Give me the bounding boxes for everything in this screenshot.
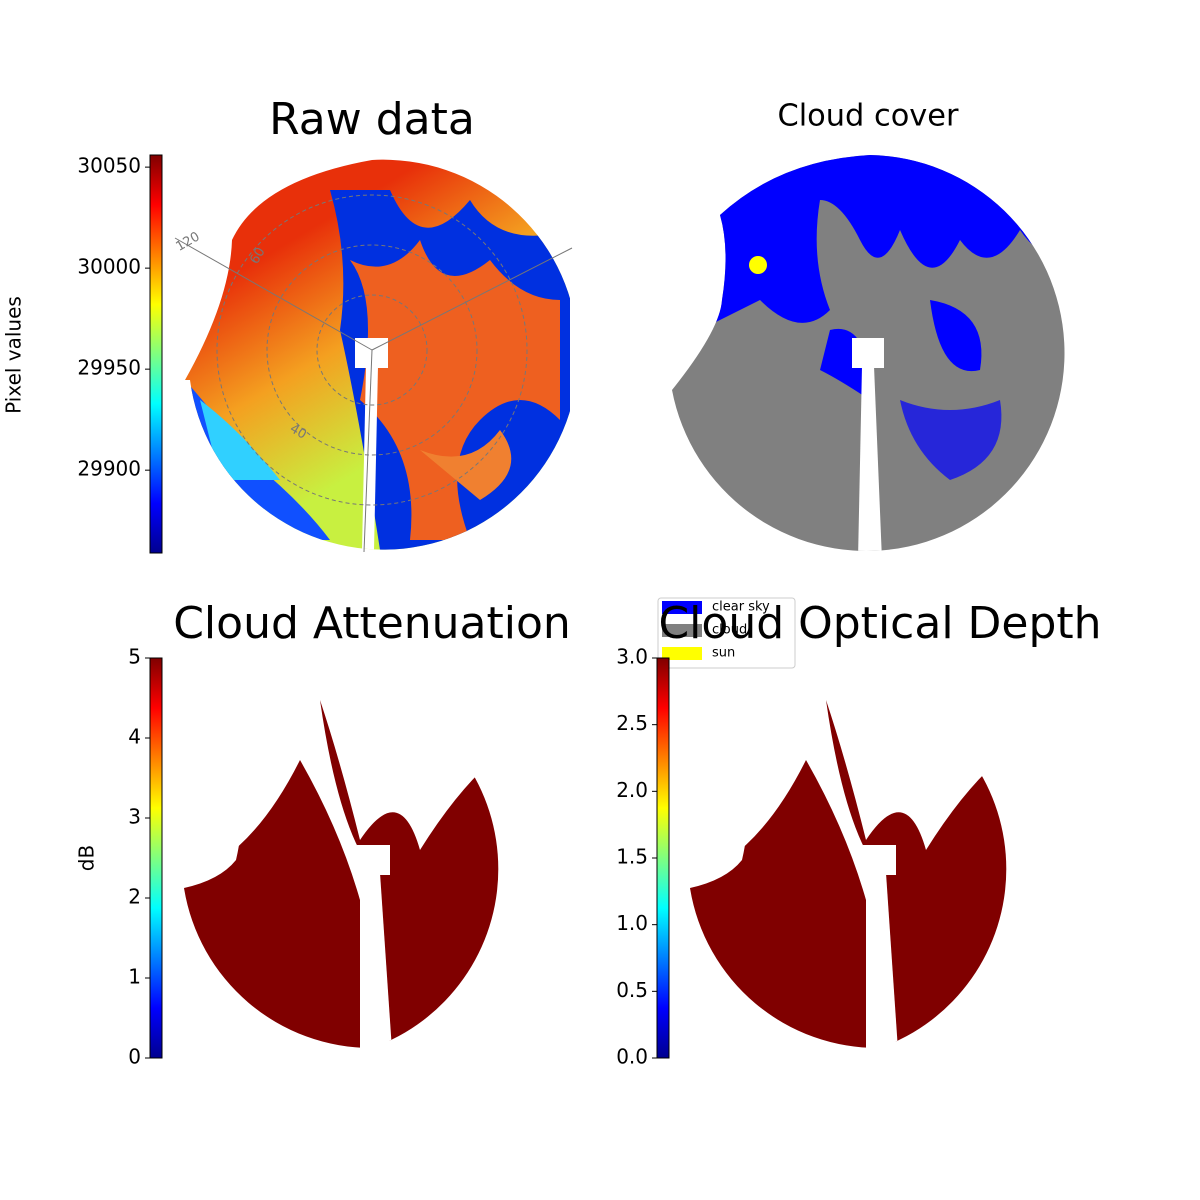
colorbar-label: dB	[75, 845, 99, 871]
panel-title: Raw data	[269, 94, 475, 145]
colorbar-tick-label: 4	[128, 725, 141, 749]
colorbar-tick-label: 0.0	[616, 1045, 648, 1069]
legend-swatch	[662, 647, 702, 660]
raw-image	[185, 159, 570, 550]
colorbar-tick-label: 0.5	[616, 978, 648, 1002]
colorbar	[149, 154, 163, 554]
attenuation-image	[184, 700, 499, 1049]
colorbar-tick-label: 1.5	[616, 845, 648, 869]
cloud-cover-image	[672, 155, 1065, 551]
polar-grid	[174, 194, 573, 553]
colorbar-tick-label: 1.0	[616, 911, 648, 935]
colorbar-tick-label: 2	[128, 885, 141, 909]
colorbar-tick-label: 3.0	[616, 645, 648, 669]
colorbar-label: Pixel values	[2, 296, 26, 414]
legend-swatch	[662, 601, 702, 614]
legend-label: sun	[712, 646, 735, 661]
colorbar-tick-label: 5	[128, 645, 141, 669]
colorbar-tick-label: 30050	[77, 154, 141, 178]
optical-depth-image	[690, 700, 1007, 1049]
legend-swatch	[662, 624, 702, 637]
colorbar-tick-label: 2.5	[616, 711, 648, 735]
colorbar-tick-label: 2.0	[616, 778, 648, 802]
legend-label: cloud	[712, 623, 747, 638]
polar-label: 40	[287, 421, 309, 442]
panel-title: Cloud Optical Depth	[658, 598, 1101, 649]
colorbar-tick-label: 1	[128, 965, 141, 989]
colorbar-tick-label: 3	[128, 805, 141, 829]
colorbar-tick-label: 0	[128, 1045, 141, 1069]
colorbar-tick-label: 29900	[77, 457, 141, 481]
colorbar-tick-label: 29950	[77, 356, 141, 380]
panel-title: Cloud cover	[778, 99, 959, 134]
panel-title: Cloud Attenuation	[173, 598, 571, 649]
colorbar	[656, 657, 670, 1059]
legend-label: clear sky	[712, 600, 770, 615]
colorbar	[149, 657, 163, 1059]
polar-label: 60	[247, 245, 268, 267]
colorbar-tick-label: 30000	[77, 255, 141, 279]
